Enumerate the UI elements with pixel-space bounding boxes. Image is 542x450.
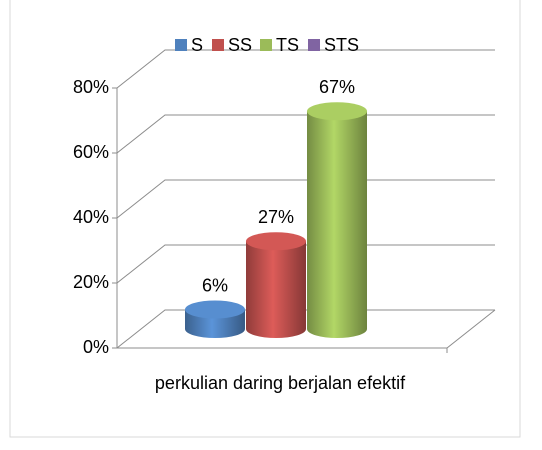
legend-label: STS	[324, 35, 359, 55]
data-label: 67%	[319, 77, 355, 97]
bar	[307, 111, 367, 338]
bar-top	[307, 102, 367, 121]
y-tick-label: 80%	[73, 77, 109, 97]
data-label: 27%	[258, 207, 294, 227]
bar-top	[185, 300, 245, 319]
legend-label: SS	[228, 35, 252, 55]
legend-swatch	[308, 39, 320, 51]
axis	[116, 88, 496, 353]
grid-line	[112, 49, 495, 89]
legend-label: S	[191, 35, 203, 55]
y-tick-label: 0%	[83, 337, 109, 357]
legend-label: TS	[276, 35, 299, 55]
legend-swatch	[212, 39, 224, 51]
legend-swatch	[175, 39, 187, 51]
bar-top	[246, 232, 306, 251]
y-tick-label: 40%	[73, 207, 109, 227]
legend-swatch	[260, 39, 272, 51]
data-label: 6%	[202, 275, 228, 295]
bar	[246, 241, 306, 338]
x-tick-label: perkulian daring berjalan efektif	[154, 373, 406, 393]
y-tick-label: 20%	[73, 272, 109, 292]
chart-border	[9, 0, 521, 438]
y-tick-label: 60%	[73, 142, 109, 162]
